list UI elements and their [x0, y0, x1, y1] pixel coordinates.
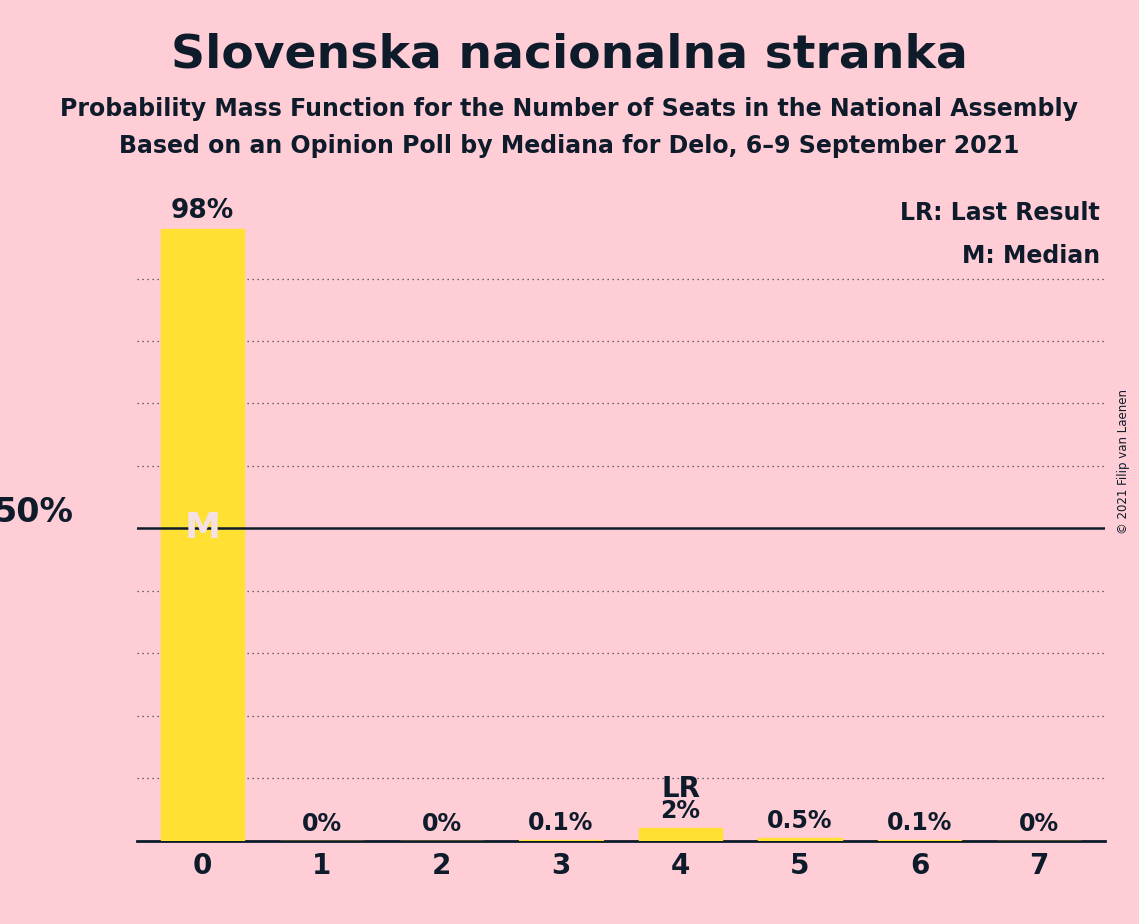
Text: M: M — [185, 512, 221, 545]
Text: Slovenska nacionalna stranka: Slovenska nacionalna stranka — [171, 32, 968, 78]
Text: © 2021 Filip van Laenen: © 2021 Filip van Laenen — [1117, 390, 1130, 534]
Text: M: Median: M: Median — [961, 244, 1100, 268]
Text: Based on an Opinion Poll by Mediana for Delo, 6–9 September 2021: Based on an Opinion Poll by Mediana for … — [120, 134, 1019, 158]
Text: 0%: 0% — [421, 812, 461, 836]
Text: 0.5%: 0.5% — [768, 808, 833, 833]
Text: 0%: 0% — [1019, 812, 1059, 836]
Text: 0.1%: 0.1% — [528, 811, 593, 835]
Text: 98%: 98% — [171, 198, 233, 224]
Text: 50%: 50% — [0, 496, 74, 529]
Text: 0.1%: 0.1% — [887, 811, 952, 835]
Text: 0%: 0% — [302, 812, 342, 836]
Text: LR: LR — [661, 775, 700, 803]
Bar — [161, 228, 244, 841]
Bar — [759, 838, 842, 841]
Text: 2%: 2% — [661, 799, 700, 823]
Bar — [639, 828, 722, 841]
Text: LR: Last Result: LR: Last Result — [900, 201, 1100, 225]
Text: Probability Mass Function for the Number of Seats in the National Assembly: Probability Mass Function for the Number… — [60, 97, 1079, 121]
